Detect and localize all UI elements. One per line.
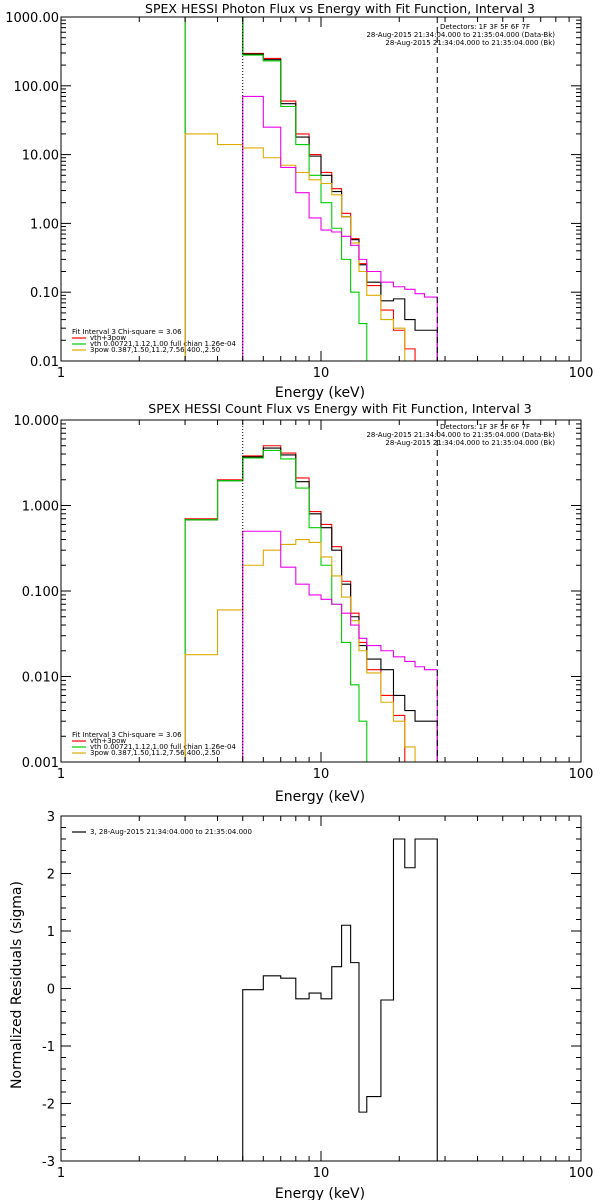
fit-interval-text: Fit Interval 3 xyxy=(72,731,116,739)
photon-flux-panel: SPEX HESSI Photon Flux vs Energy with Fi… xyxy=(5,1,593,401)
legend-label: vth+3pow xyxy=(90,737,126,745)
chi-square-text: Chi-square = 3.06 xyxy=(118,731,182,739)
x-tick-label: 100 xyxy=(569,1166,594,1181)
y-tick-label: 3 xyxy=(47,810,55,825)
fit-info-block: Fit Interval 3 Chi-square = 3.06 xyxy=(72,731,182,739)
series-line-3 xyxy=(184,133,438,361)
data-interval-text: 28-Aug-2015 21:34:04.000 to 21:35:04.000… xyxy=(366,31,555,39)
legend-label: vth 0.00721,1.12,1.00 full chian 1.26e-0… xyxy=(90,743,236,751)
y-tick-label: 0.001 xyxy=(22,756,59,771)
data-interval-text: 28-Aug-2015 21:34:04.000 to 21:35:04.000… xyxy=(366,431,555,439)
fit-interval-text: Fit Interval 3 xyxy=(72,328,116,336)
y-tick-label: 2 xyxy=(47,868,55,883)
chi-square-text: Chi-square = 3.06 xyxy=(118,328,182,336)
y-tick-label: 10.00 xyxy=(22,149,59,164)
bk-interval-text: 28-Aug-2015 21:34:04.000 to 21:35:04.000… xyxy=(385,439,555,447)
y-tick-label: 0.01 xyxy=(30,355,59,370)
legend-label: 3pow 0.387,1.50,11.2,7.56,400.,2.50 xyxy=(90,749,220,757)
y-tick-label: 0.100 xyxy=(22,585,59,600)
x-tick-label: 10 xyxy=(313,767,330,782)
detectors-text: Detectors: 1F 3F 5F 6F 7F xyxy=(440,23,530,31)
bk-interval-text: 28-Aug-2015 21:34:04.000 to 21:35:04.000… xyxy=(385,39,555,47)
panel-title: SPEX HESSI Count Flux vs Energy with Fit… xyxy=(148,401,531,416)
info-block: Detectors: 1F 3F 5F 6F 7F 28-Aug-2015 21… xyxy=(366,23,555,47)
y-tick-label: -3 xyxy=(42,1155,55,1170)
y-tick-label: 1000.00 xyxy=(5,11,59,26)
panel-title: SPEX HESSI Photon Flux vs Energy with Fi… xyxy=(145,1,535,16)
y-tick-label: 0.10 xyxy=(30,286,59,301)
fit-info-block: Fit Interval 3 Chi-square = 3.06 xyxy=(72,328,182,336)
residuals-panel: Energy (keV) Normalized Residuals (sigma… xyxy=(9,810,593,1200)
y-tick-label: 10.000 xyxy=(14,414,60,429)
series-line-4 xyxy=(242,95,438,361)
legend-label: 3, 28-Aug-2015 21:34:04.000 to 21:35:04.… xyxy=(90,828,252,836)
x-tick-label: 1 xyxy=(57,366,65,381)
x-tick-label: 10 xyxy=(313,366,330,381)
y-tick-label: 1.000 xyxy=(22,500,59,515)
series-line-2 xyxy=(184,17,375,361)
legend-label: vth+3pow xyxy=(90,334,126,342)
legend-label: 3pow 0.387,1.50,11.2,7.56,400.,2.50 xyxy=(90,346,220,354)
x-tick-label: 1 xyxy=(57,1166,65,1181)
y-tick-label: -1 xyxy=(42,1040,55,1055)
legend-label: vth 0.00721,1.12,1.00 full chian 1.26e-0… xyxy=(90,340,236,348)
x-tick-label: 100 xyxy=(569,767,594,782)
info-block: Detectors: 1F 3F 5F 6F 7F 28-Aug-2015 21… xyxy=(366,423,555,447)
series-group xyxy=(184,17,438,361)
y-tick-label: 0.010 xyxy=(22,671,59,686)
count-flux-panel: SPEX HESSI Count Flux vs Energy with Fit… xyxy=(14,401,594,805)
legend: 3, 28-Aug-2015 21:34:04.000 to 21:35:04.… xyxy=(72,828,252,836)
x-tick-label: 100 xyxy=(569,366,594,381)
series-group xyxy=(184,445,438,762)
series-line-0 xyxy=(242,838,438,1161)
x-tick-label: 1 xyxy=(57,767,65,782)
y-tick-label: 0 xyxy=(47,983,55,998)
y-tick-label: 1.00 xyxy=(30,217,59,232)
x-axis-title: Energy (keV) xyxy=(275,1186,365,1200)
y-tick-label: 1 xyxy=(47,925,55,940)
x-axis-title: Energy (keV) xyxy=(275,385,365,401)
series-line-4 xyxy=(242,530,438,762)
series-line-3 xyxy=(184,538,438,762)
series-line-2 xyxy=(184,449,375,762)
y-tick-label: -2 xyxy=(42,1098,55,1113)
series-group xyxy=(242,838,438,1161)
x-axis-title: Energy (keV) xyxy=(275,789,365,805)
y-tick-label: 100.00 xyxy=(14,80,60,95)
detectors-text: Detectors: 1F 3F 5F 6F 7F xyxy=(440,423,530,431)
y-axis-title: Normalized Residuals (sigma) xyxy=(9,881,25,1089)
x-tick-label: 10 xyxy=(313,1166,330,1181)
